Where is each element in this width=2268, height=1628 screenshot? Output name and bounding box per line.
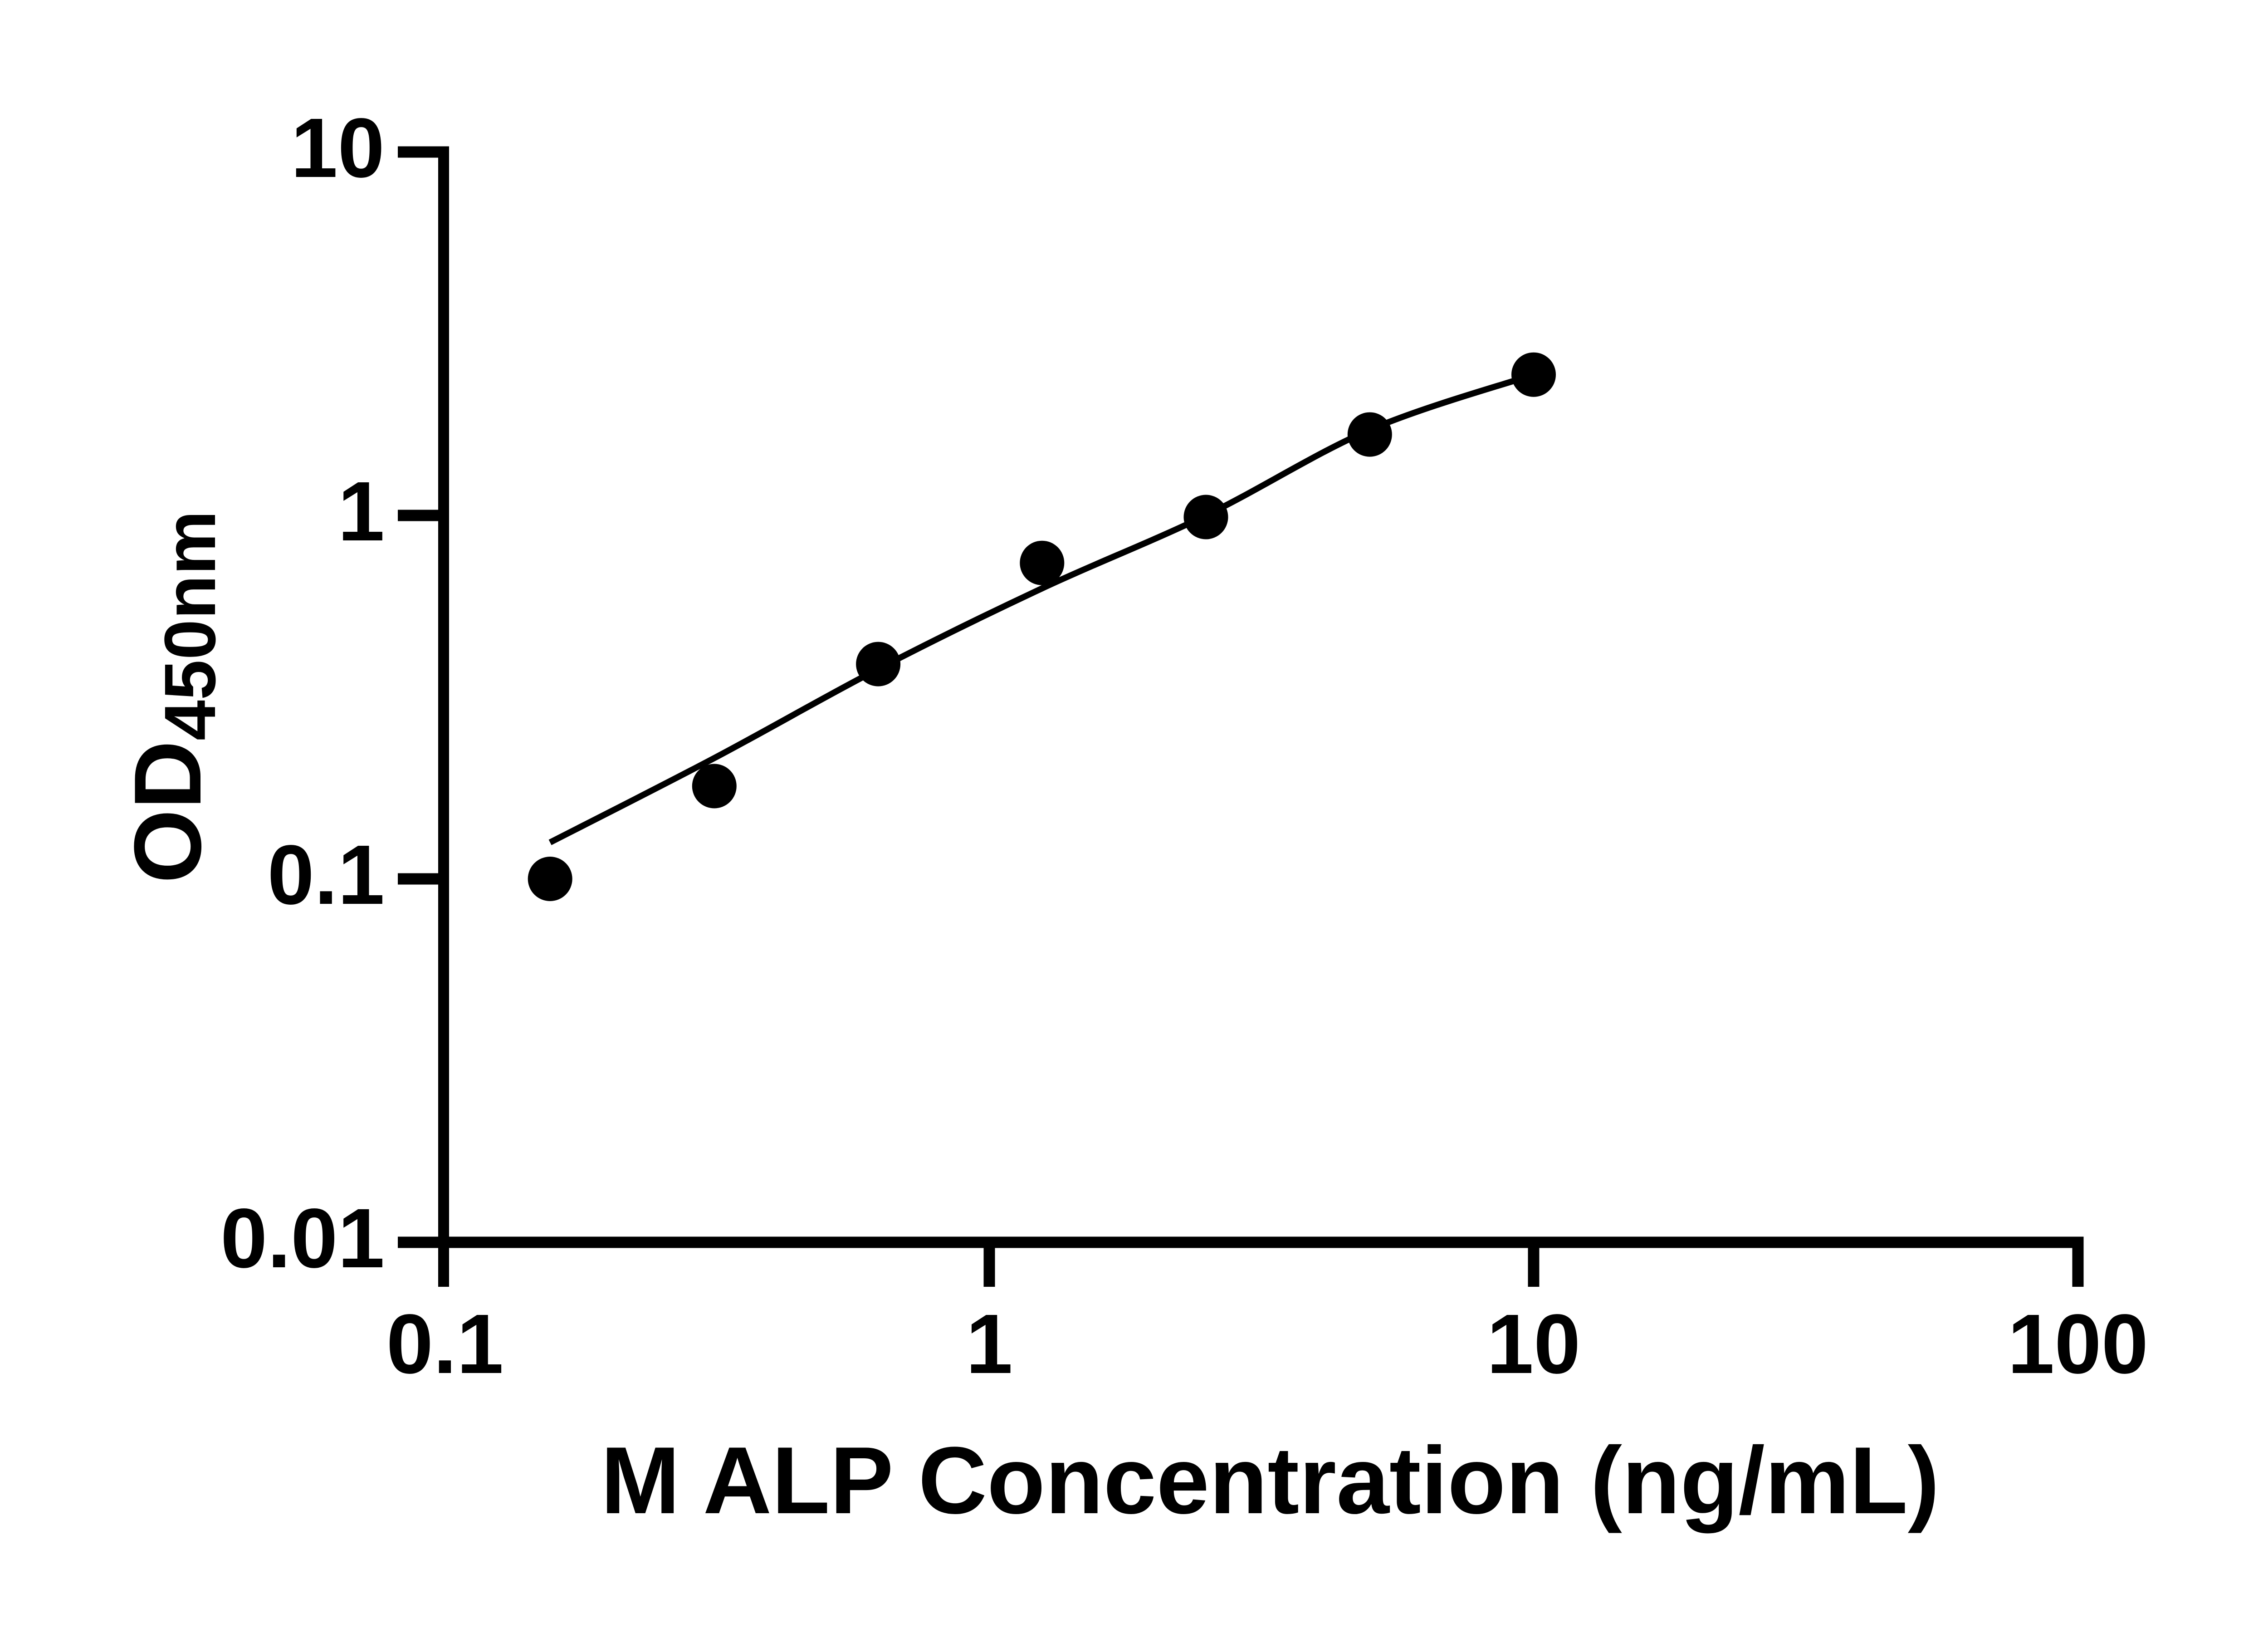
- y-axis-tick: [398, 146, 438, 158]
- x-axis-title: M ALP Concentration (ng/mL): [601, 1427, 1940, 1534]
- data-point: [1020, 540, 1065, 585]
- y-tick-label: 1: [337, 465, 385, 559]
- x-axis-tick: [1528, 1248, 1540, 1287]
- data-point: [528, 857, 572, 901]
- y-axis-line: [438, 146, 449, 1287]
- data-point: [1347, 412, 1392, 457]
- y-tick-label: 10: [291, 101, 385, 195]
- x-tick-label: 0.1: [386, 1297, 504, 1391]
- x-tick-label: 1: [966, 1297, 1013, 1391]
- y-axis-tick: [398, 510, 438, 521]
- x-tick-label: 100: [2007, 1297, 2149, 1391]
- y-tick-label: 0.01: [220, 1192, 385, 1285]
- x-axis-tick: [2072, 1248, 2084, 1287]
- data-point: [692, 764, 737, 809]
- x-axis-tick: [983, 1248, 995, 1287]
- x-tick-label: 10: [1486, 1297, 1581, 1391]
- y-tick-label: 0.1: [267, 828, 385, 922]
- data-point: [1183, 495, 1228, 539]
- x-axis-line: [398, 1236, 2084, 1248]
- y-axis-tick: [398, 873, 438, 885]
- data-point: [1511, 352, 1556, 397]
- data-point: [856, 642, 901, 687]
